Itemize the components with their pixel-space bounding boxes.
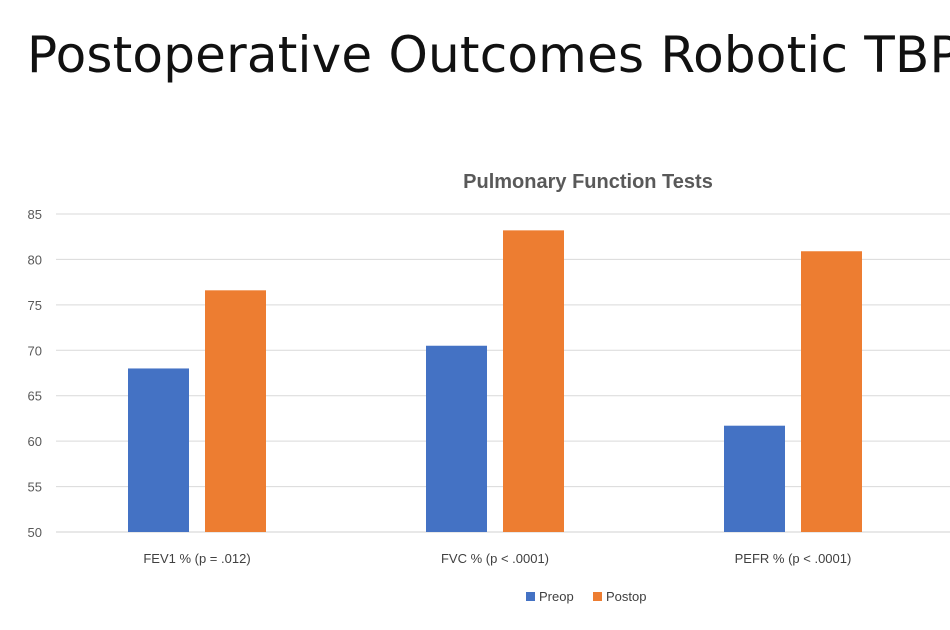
bars	[128, 230, 862, 532]
y-tick-label: 60	[28, 434, 42, 449]
bar-postop-2	[801, 251, 862, 532]
bar-preop-2	[724, 425, 785, 532]
legend-swatch-postop	[593, 592, 602, 601]
y-axis-ticks: 50 55 60 65 70 75 80 85	[28, 207, 42, 540]
bar-preop-1	[426, 345, 487, 532]
x-axis-labels: FEV1 % (p = .012) FVC % (p < .0001) PEFR %…	[143, 551, 851, 566]
x-category-label: FEV1 % (p = .012)	[143, 551, 250, 566]
legend-label-preop: Preop	[539, 589, 574, 604]
slide-title: Postoperative Outcomes Robotic TBP	[27, 26, 950, 84]
y-tick-label: 75	[28, 298, 42, 313]
x-category-label: PEFR % (p < .0001)	[735, 551, 852, 566]
bar-postop-1	[503, 230, 564, 532]
x-category-label: FVC % (p < .0001)	[441, 551, 549, 566]
y-tick-label: 65	[28, 389, 42, 404]
legend: Preop Postop	[526, 589, 646, 604]
legend-label-postop: Postop	[606, 589, 646, 604]
legend-swatch-preop	[526, 592, 535, 601]
y-tick-label: 70	[28, 343, 42, 358]
y-tick-label: 80	[28, 252, 42, 267]
bar-preop-0	[128, 368, 189, 532]
y-tick-label: 55	[28, 480, 42, 495]
y-tick-label: 85	[28, 207, 42, 222]
y-tick-label: 50	[28, 525, 42, 540]
chart-title: Pulmonary Function Tests	[463, 171, 713, 193]
bar-postop-0	[205, 290, 266, 532]
